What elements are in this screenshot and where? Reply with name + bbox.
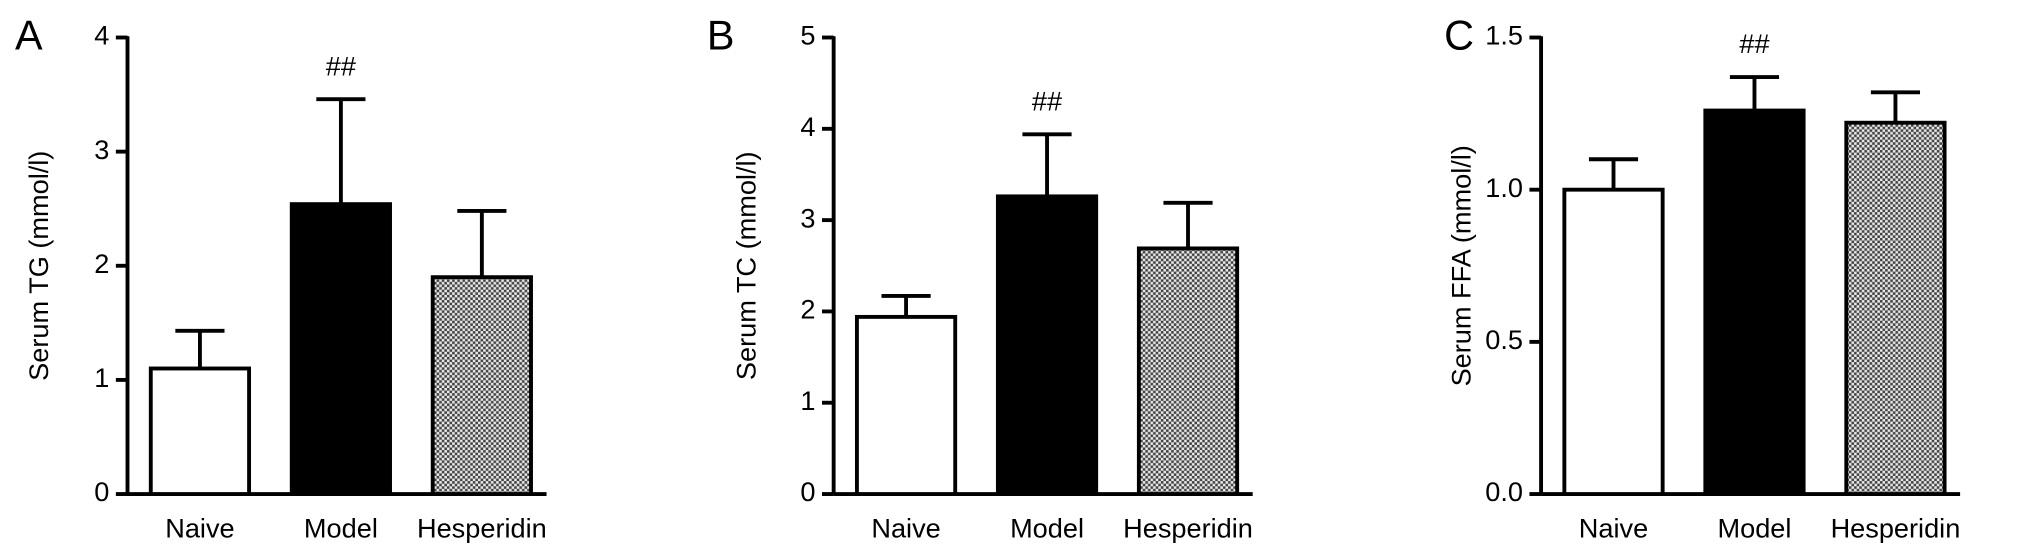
y-tick-label: 0 [800, 476, 815, 507]
bar [1562, 187, 1665, 496]
significance-mark: ## [326, 50, 356, 81]
significance-mark: ## [1739, 28, 1769, 59]
x-tick-label: Hesperidin [417, 512, 547, 543]
x-tick-label: Hesperidin [1123, 512, 1253, 543]
y-tick-label: 1.0 [1485, 172, 1523, 203]
y-tick-label: 2 [94, 248, 109, 279]
bar [1136, 246, 1240, 496]
bar [430, 275, 533, 496]
bar [148, 366, 252, 496]
y-tick-label: 5 [800, 20, 815, 51]
y-axis-label: Serum TC (mmol/l) [730, 151, 761, 380]
y-tick-label: 0 [94, 476, 109, 507]
y-tick-label: 3 [94, 134, 109, 165]
x-tick-label: Hesperidin [1831, 512, 1961, 543]
y-axis-label: Serum TG (mmol/l) [23, 151, 54, 381]
bar [854, 314, 958, 496]
y-tick-label: 1 [800, 385, 815, 416]
x-tick-label: Naive [1579, 512, 1648, 543]
y-tick-label: 2 [800, 294, 815, 325]
y-tick-label: 0.5 [1485, 324, 1523, 355]
x-tick-label: Model [1718, 512, 1792, 543]
y-axis-label: Serum FFA (mmol/l) [1446, 145, 1477, 386]
panel-label: B [707, 13, 735, 59]
y-tick-label: 0.0 [1485, 476, 1523, 507]
x-tick-label: Naive [871, 512, 940, 543]
significance-mark: ## [1032, 85, 1062, 116]
panel-label: C [1444, 13, 1474, 59]
bar [289, 202, 392, 496]
y-tick-label: 1 [94, 362, 109, 393]
bar [1703, 108, 1806, 496]
panel-label: A [15, 13, 43, 59]
y-tick-label: 3 [800, 202, 815, 233]
bar [995, 194, 1099, 496]
bar [1844, 120, 1947, 496]
y-tick-label: 4 [94, 20, 109, 51]
x-tick-label: Model [304, 512, 378, 543]
y-tick-label: 4 [800, 111, 815, 142]
x-tick-label: Model [1010, 512, 1084, 543]
y-tick-label: 1.5 [1485, 20, 1523, 51]
x-tick-label: Naive [165, 512, 234, 543]
